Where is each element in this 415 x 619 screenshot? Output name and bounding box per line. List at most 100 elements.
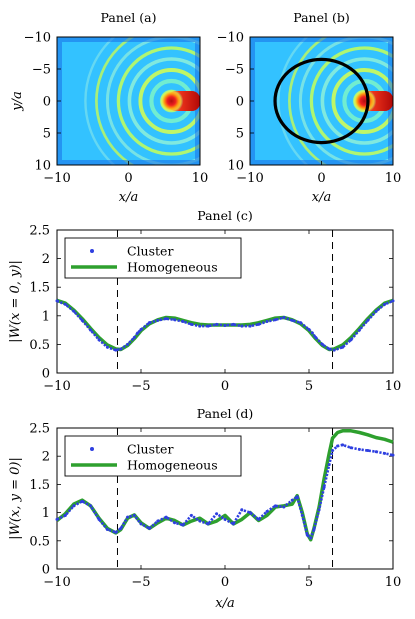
legend-marker-cluster <box>90 249 94 253</box>
cluster-data-point <box>257 322 261 326</box>
x-tick-label: 0 <box>124 171 132 186</box>
y-axis-label: |W(x, y = 0)| <box>8 457 23 540</box>
y-tick-label: 2 <box>42 252 50 267</box>
y-tick-label: −10 <box>217 31 244 46</box>
cluster-data-point <box>265 320 269 324</box>
cluster-data-point <box>189 322 193 326</box>
cluster-data-point <box>282 316 286 320</box>
cluster-data-point <box>206 324 210 328</box>
panel-title: Panel (d) <box>197 406 253 421</box>
cluster-data-point <box>248 324 252 328</box>
cluster-data-point <box>374 450 378 454</box>
wavefront <box>95 37 135 165</box>
cluster-data-point <box>147 321 151 325</box>
y-tick-label: 2.5 <box>29 422 50 437</box>
wavefront <box>105 37 200 165</box>
x-tick-label: −5 <box>131 379 150 394</box>
x-tick-label: 0 <box>221 379 229 394</box>
cluster-data-point <box>132 336 136 340</box>
y-tick-label: 10 <box>227 159 244 174</box>
cluster-data-point <box>55 517 59 521</box>
cluster-data-point <box>320 342 324 346</box>
x-tick-label: 5 <box>305 379 313 394</box>
cluster-data-point <box>231 522 235 526</box>
cluster-data-point <box>126 342 130 346</box>
x-tick-label: 10 <box>385 379 402 394</box>
cluster-data-point <box>189 513 193 517</box>
cluster-data-point <box>105 345 109 349</box>
cluster-data-point <box>89 328 93 332</box>
wavefront <box>298 37 393 165</box>
cluster-data-point <box>80 318 84 322</box>
cluster-data-point <box>223 517 227 521</box>
cluster-data-point <box>198 519 202 523</box>
wavefront <box>116 46 200 156</box>
legend-box <box>64 237 242 279</box>
source-spot <box>159 89 184 113</box>
cluster-data-point <box>136 331 140 335</box>
wavefront <box>277 37 309 165</box>
cluster-data-point <box>299 321 303 325</box>
cluster-data-point <box>173 521 177 525</box>
cluster-data-point <box>248 511 252 515</box>
cluster-data-point <box>391 453 395 457</box>
y-tick-label: 0 <box>43 95 51 110</box>
source-spot <box>352 89 377 113</box>
x-tick-label: −10 <box>43 171 70 186</box>
cluster-data-point <box>72 504 76 508</box>
panel-title: Panel (c) <box>197 208 252 223</box>
cluster-data-point <box>300 513 304 517</box>
x-tick-label: 5 <box>305 575 313 590</box>
cluster-data-point <box>290 498 294 502</box>
x-tick-label: 10 <box>385 575 402 590</box>
cluster-data-point <box>147 526 151 530</box>
x-tick-label: 10 <box>385 171 402 186</box>
cluster-data-point <box>366 318 370 322</box>
legend-label: Cluster <box>127 244 173 259</box>
cluster-data-point <box>282 505 286 509</box>
cluster-data-point <box>374 309 378 313</box>
cluster-data-point <box>314 336 318 340</box>
cluster-data-point <box>198 324 202 328</box>
cluster-data-point <box>97 338 101 342</box>
wavefront <box>331 68 393 134</box>
y-tick-label: 0 <box>42 563 50 578</box>
cluster-data-point <box>119 347 123 351</box>
legend-marker-cluster <box>90 447 94 451</box>
x-tick-label: −10 <box>43 379 70 394</box>
cluster-data-point <box>336 444 340 448</box>
y-tick-label: −5 <box>32 63 51 78</box>
cluster-data-point <box>341 443 345 447</box>
cluster-data-point <box>231 322 235 326</box>
cluster-data-point <box>105 528 109 532</box>
cluster-data-point <box>114 530 118 534</box>
cluster-data-point <box>206 522 210 526</box>
cluster-data-point <box>357 447 361 451</box>
cluster-data-point <box>332 348 336 352</box>
x-tick-label: 0 <box>317 171 325 186</box>
cluster-data-point <box>312 528 316 532</box>
cluster-data-point <box>119 526 123 530</box>
homogeneous-boundary-circle <box>273 57 370 145</box>
cluster-data-point <box>139 328 143 332</box>
y-tick-label: 0 <box>236 95 244 110</box>
cluster-data-point <box>126 515 130 519</box>
y-tick-label: 1 <box>42 309 50 324</box>
cluster-data-point <box>181 320 185 324</box>
cluster-data-point <box>317 508 321 512</box>
cluster-data-point <box>139 522 143 526</box>
cluster-data-point <box>309 536 313 540</box>
y-tick-label: 5 <box>43 127 51 142</box>
wavefront <box>84 37 116 165</box>
cluster-data-point <box>327 463 331 467</box>
cluster-data-point <box>366 449 370 453</box>
heatmap-field <box>57 37 200 165</box>
wavefront <box>309 46 393 156</box>
x-axis-label: x/a <box>215 596 234 611</box>
